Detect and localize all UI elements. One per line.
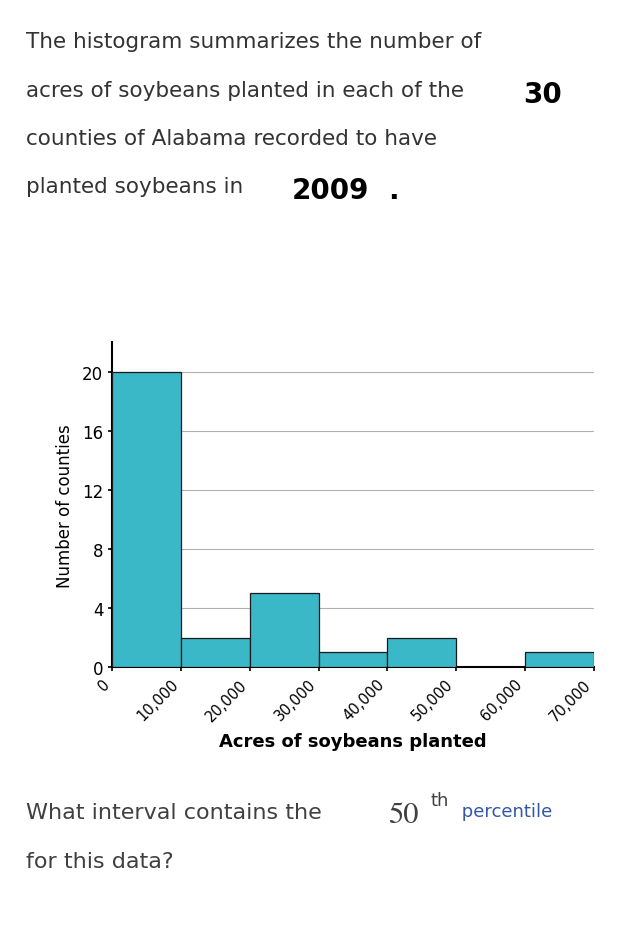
Text: 2009: 2009: [292, 177, 370, 205]
Y-axis label: Number of counties: Number of counties: [56, 424, 74, 587]
Text: for this data?: for this data?: [26, 851, 173, 871]
Bar: [181, 638, 250, 667]
Bar: [112, 373, 181, 667]
Text: acres of soybeans planted in each of the: acres of soybeans planted in each of the: [26, 81, 471, 101]
Bar: [318, 653, 388, 667]
Bar: [525, 653, 594, 667]
Text: 30: 30: [523, 81, 562, 108]
Text: percentile: percentile: [456, 802, 552, 819]
Text: planted soybeans in: planted soybeans in: [26, 177, 250, 197]
Text: The histogram summarizes the number of: The histogram summarizes the number of: [26, 32, 481, 53]
Text: th: th: [430, 791, 449, 808]
Text: counties of Alabama recorded to have: counties of Alabama recorded to have: [26, 129, 437, 149]
Text: What interval contains the: What interval contains the: [26, 802, 329, 822]
X-axis label: Acres of soybeans planted: Acres of soybeans planted: [220, 731, 487, 750]
Text: 50: 50: [388, 802, 419, 830]
Bar: [388, 638, 456, 667]
Text: .: .: [388, 177, 399, 205]
Bar: [250, 593, 318, 667]
